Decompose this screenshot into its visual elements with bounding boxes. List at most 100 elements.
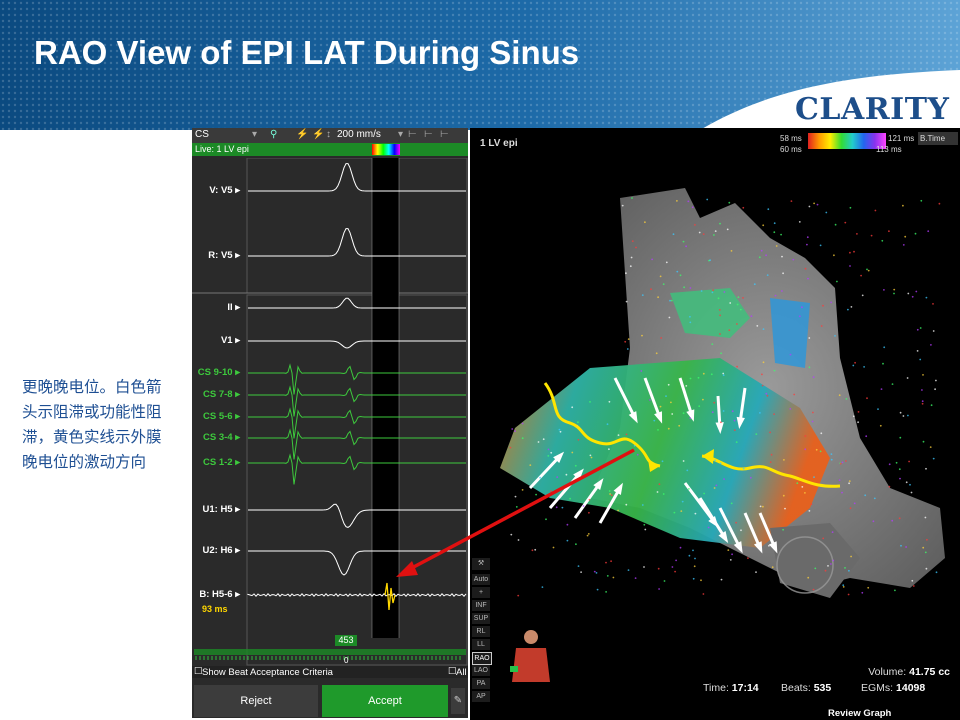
channel-label[interactable]: CS 1-2 ▸ [203, 457, 240, 468]
catheter-point [682, 460, 685, 462]
marker2-tool-icon[interactable]: ⚡ [312, 129, 325, 140]
channel-label[interactable]: CS 9-10 ▸ [197, 367, 240, 378]
catheter-point [866, 397, 868, 400]
catheter-point [586, 534, 589, 537]
catheter-point [537, 441, 540, 443]
reject-button[interactable]: Reject [194, 685, 318, 717]
show-criteria-checkbox[interactable]: ☐ [194, 666, 203, 677]
early-zone-blue [770, 298, 810, 368]
view-select[interactable]: CS [195, 129, 209, 140]
view-button-ll[interactable]: LL [472, 639, 490, 650]
view-button-rl[interactable]: RL [472, 626, 490, 637]
caliper-icon[interactable]: ⊢ [408, 129, 417, 140]
catheter-point [630, 256, 633, 259]
catheter-point [830, 563, 832, 565]
all-checkbox[interactable]: ☐ [448, 666, 457, 677]
channel-label[interactable]: U2: H6 ▸ [202, 545, 241, 556]
speed-dropdown-icon[interactable]: ▾ [398, 129, 404, 140]
catheter-point [723, 291, 726, 293]
catheter-point [820, 432, 823, 435]
all-label[interactable]: All [456, 667, 467, 678]
catheter-point [759, 505, 762, 508]
catheter-point [924, 551, 927, 554]
caliper2-icon[interactable]: ⊢ [424, 129, 433, 140]
catheter-point [655, 352, 658, 355]
speed-select[interactable]: 200 mm/s [337, 129, 381, 140]
surface-ecg-box [246, 158, 468, 294]
channel-label[interactable]: U1: H5 ▸ [202, 504, 241, 515]
caliper3-icon[interactable]: ⊢ [440, 129, 449, 140]
marker-tool-icon[interactable]: ⚡ [296, 129, 309, 140]
channel-label[interactable]: V: V5 ▸ [209, 185, 240, 196]
channel-label[interactable]: CS 3-4 ▸ [203, 432, 240, 443]
color-bar[interactable] [808, 133, 886, 149]
view-button-inf[interactable]: INF [472, 600, 490, 611]
catheter-point [922, 440, 925, 443]
view-button-rao[interactable]: RAO [472, 652, 492, 665]
catheter-point [922, 546, 925, 549]
channel-label[interactable]: II ▸ [227, 302, 240, 313]
catheter-point [662, 283, 665, 285]
catheter-point [550, 490, 552, 492]
torso-orientation-icon[interactable] [508, 628, 554, 684]
catheter-point [728, 201, 731, 204]
catheter-point [703, 492, 705, 495]
edit-icon[interactable]: ✎ [451, 688, 465, 714]
catheter-point [720, 578, 723, 581]
cursor-tool-icon[interactable]: ⚲ [270, 129, 278, 140]
catheter-point [644, 221, 646, 224]
catheter-point [832, 559, 835, 562]
view-button-sup[interactable]: SUP [472, 613, 490, 624]
review-graph-button[interactable]: Review Graph [828, 708, 892, 719]
catheter-point [667, 427, 670, 430]
catheter-point [731, 553, 733, 556]
catheter-point [930, 404, 933, 407]
catheter-point [902, 415, 905, 417]
catheter-point [841, 461, 844, 464]
map-panel[interactable]: 1 LV epi 58 ms 60 ms 121 ms 113 ms B.Tim… [470, 128, 960, 720]
catheter-point [902, 204, 904, 207]
catheter-point [670, 299, 673, 302]
catheter-point [911, 579, 914, 582]
scale-icon[interactable]: ↕ [326, 129, 331, 140]
view-button-ap[interactable]: AP [472, 691, 490, 702]
dropdown-arrow-icon[interactable]: ▾ [252, 129, 258, 140]
view-button-plus[interactable]: + [472, 587, 490, 598]
beat-timeline[interactable]: 0 [192, 647, 468, 665]
catheter-point [689, 417, 692, 419]
channel-label[interactable]: CS 5-6 ▸ [203, 411, 240, 422]
catheter-point [906, 377, 909, 379]
catheter-point [643, 566, 645, 568]
catheter-point [698, 405, 701, 408]
channel-label[interactable]: B: H5-6 ▸ [199, 589, 240, 600]
channel-label[interactable]: CS 7-8 ▸ [203, 389, 240, 400]
block-arrow [718, 507, 742, 549]
catheter-point [781, 255, 783, 258]
catheter-point [814, 567, 817, 570]
view-button-auto[interactable]: Auto [472, 574, 490, 585]
slide-title: RAO View of EPI LAT During Sinus [34, 34, 580, 71]
scale-min-top: 58 ms [780, 134, 802, 143]
pin-tool-icon[interactable]: ⚒ [472, 558, 490, 570]
live-status-bar: Live: 1 LV epi [192, 143, 468, 156]
catheter-point [697, 376, 700, 379]
catheter-point [849, 507, 852, 510]
view-button-lao[interactable]: LAO [472, 665, 490, 676]
catheter-point [911, 295, 914, 298]
show-criteria-label[interactable]: Show Beat Acceptance Criteria [202, 667, 333, 678]
view-button-pa[interactable]: PA [472, 678, 490, 689]
channel-label[interactable]: R: V5 ▸ [208, 250, 240, 261]
catheter-point [870, 234, 873, 237]
catheter-point [729, 302, 732, 304]
catheter-point [722, 410, 725, 412]
scale-mode-select[interactable]: B.Time [918, 132, 958, 145]
catheter-point [926, 538, 928, 541]
catheter-point [719, 314, 721, 317]
catheter-point [728, 329, 731, 332]
channel-label[interactable]: V1 ▸ [220, 335, 240, 346]
catheter-point [808, 337, 811, 339]
window-of-interest [372, 158, 399, 638]
accept-button[interactable]: Accept [322, 685, 448, 717]
catheter-point [929, 446, 932, 448]
catheter-point [694, 557, 696, 560]
